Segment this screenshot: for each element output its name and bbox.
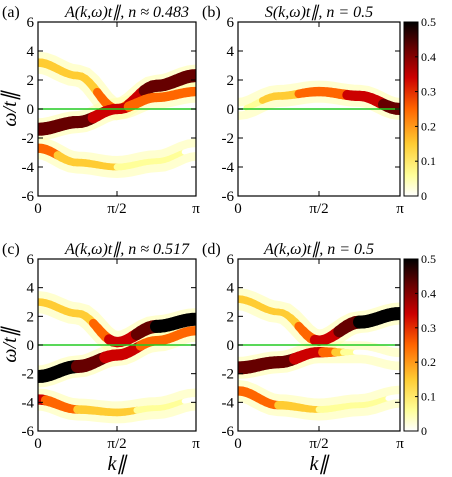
y-tick-label: -4 [22,160,35,176]
x-tick-label: π/2 [107,436,126,452]
x-tick-label: π [192,201,200,217]
x-tick-label: π [396,201,404,217]
y-tick-label: -2 [22,367,35,383]
colorbar-tick-label: 0.4 [421,286,436,300]
x-tick-label: 0 [34,436,42,452]
panel-label: (b) [202,4,221,21]
y-tick-label: -6 [22,189,35,205]
panel-title: A(k,ω)t∥, n = 0.5 [263,241,374,258]
panel-d: -6 -4 -2 0 2 4 6 0 π/2 π (d) A(k,ω)t∥, n = 0.5 k∥ 0 0.… [202,241,436,475]
y-tick-label: -4 [22,395,35,411]
y-tick-label: -6 [222,424,235,440]
panel-label: (d) [202,241,221,258]
y-tick-label: 0 [27,102,35,118]
x-axis-label: k∥ [108,453,129,475]
y-tick-label: -4 [222,395,235,411]
colorbar-tick-label: 0.2 [421,355,436,369]
colorbar-tick-label: 0.5 [421,252,436,266]
y-tick-label: -2 [22,131,35,147]
y-tick-label: 6 [27,252,35,268]
y-tick-label: -6 [22,424,35,440]
colorbar-tick-label: 0.4 [421,50,436,64]
panel-b: -6 -4 -2 0 2 4 6 0 π/2 π (b) S(k,ω)t∥, n = 0.5 0 0.1 0… [202,4,436,217]
panel-title: A(k,ω)t∥, n ≈ 0.483 [64,4,189,21]
panel-title: S(k,ω)t∥, n = 0.5 [265,4,373,21]
y-tick-label: 0 [27,338,35,354]
y-tick-label: 6 [227,15,235,31]
panel-c: -6 -4 -2 0 2 4 6 0 π/2 π (c) A(k,ω)t∥, n ≈ 0.517 ω/t… [0,241,200,475]
y-tick-label: 2 [27,309,35,325]
spectral-bands [238,288,400,421]
y-tick-label: 2 [27,73,35,89]
y-axis-label: ω/t∥ [0,325,21,362]
colorbar-tick-label: 0.1 [421,390,436,404]
panel-label: (a) [2,4,20,21]
colorbar-tick-label: 0.3 [421,85,436,99]
y-tick-label: -2 [222,367,235,383]
colorbar-tick-label: 0.2 [421,119,436,133]
colorbar-tick-label: 0 [421,424,427,438]
x-tick-label: 0 [34,201,42,217]
spectral-bands [238,80,400,120]
panel-title: A(k,ω)t∥, n ≈ 0.517 [64,241,190,258]
colorbar-tick-label: 0 [421,189,427,203]
y-tick-label: 4 [227,44,235,60]
x-tick-label: 0 [234,436,242,452]
y-tick-label: 6 [227,252,235,268]
x-axis-label: k∥ [310,453,331,475]
panel-a: -6 -4 -2 0 2 4 6 0 π/2 π (a) A(k,ω)t∥, n ≈ 0.483 ω/t… [0,4,200,217]
y-tick-label: 2 [227,309,235,325]
x-tick-label: π/2 [107,201,126,217]
x-tick-label: π/2 [309,201,328,217]
y-tick-label: 2 [227,73,235,89]
y-tick-label: 4 [227,281,235,297]
x-tick-label: π [396,436,404,452]
y-tick-label: 4 [27,281,35,297]
y-tick-label: 0 [227,338,235,354]
colorbar [403,21,419,197]
colorbar-tick-label: 0.5 [421,15,436,29]
y-tick-label: 6 [27,15,35,31]
spectral-bands [38,51,196,179]
colorbar [403,258,419,432]
x-tick-label: 0 [234,201,242,217]
y-tick-label: -2 [222,131,235,147]
panel-label: (c) [2,241,20,258]
y-tick-label: 4 [27,44,35,60]
x-tick-label: π [192,436,200,452]
y-tick-label: -6 [222,189,235,205]
colorbar-tick-label: 0.1 [421,154,436,168]
y-axis-label: ω/t∥ [0,89,21,126]
spectral-bands [38,291,196,424]
y-tick-label: -4 [222,160,235,176]
colorbar-tick-label: 0.3 [421,321,436,335]
y-tick-label: 0 [227,102,235,118]
x-tick-label: π/2 [309,436,328,452]
